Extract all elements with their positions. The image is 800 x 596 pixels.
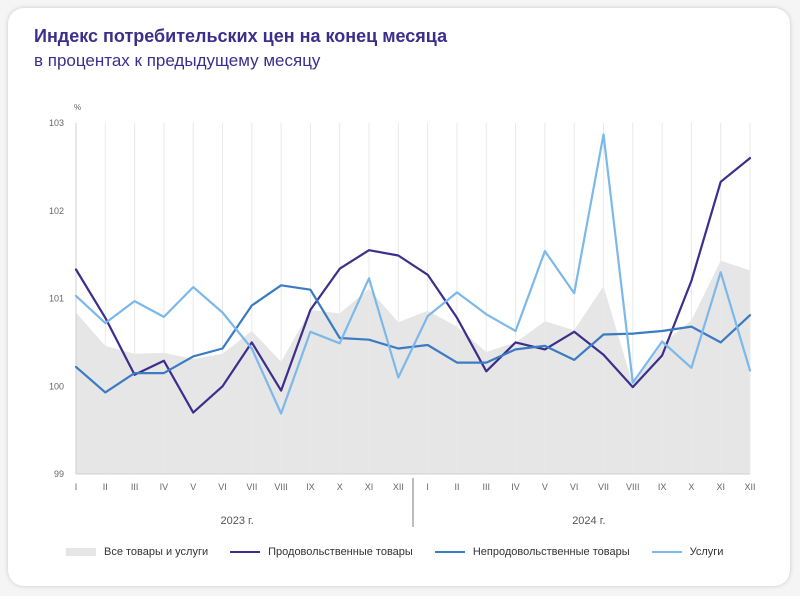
series-line-3	[74, 133, 752, 415]
area-all-goods	[76, 260, 750, 474]
x-tick-label: XII	[744, 482, 755, 492]
x-tick-label: III	[483, 482, 491, 492]
series-line-1	[74, 157, 752, 414]
x-tick-label: V	[542, 482, 548, 492]
legend-item-food: Продовольственные товары	[230, 546, 413, 558]
y-axis-unit: %	[74, 103, 81, 112]
y-tick-label: 101	[49, 294, 64, 304]
x-tick-label: VIII	[274, 482, 288, 492]
legend-swatch-food	[230, 551, 261, 553]
y-tick-label: 102	[49, 206, 64, 216]
x-tick-label: IX	[658, 482, 667, 492]
x-tick-label: IV	[511, 482, 520, 492]
x-tick-label: VII	[246, 482, 257, 492]
x-tick-label: VI	[218, 482, 227, 492]
x-tick-label: II	[103, 482, 108, 492]
legend-swatch-services	[651, 551, 682, 553]
x-tick-label: I	[75, 482, 78, 492]
x-tick-label: VI	[570, 482, 579, 492]
chart-title: Индекс потребительских цен на конец меся…	[34, 26, 448, 46]
legend-label-nonfood: Непродовольственные товары	[472, 546, 630, 558]
year-label: 2024 г.	[572, 515, 605, 527]
year-label: 2023 г.	[221, 515, 254, 527]
x-tick-label: II	[454, 482, 459, 492]
x-tick-label: IX	[306, 482, 315, 492]
x-tick-label: XI	[716, 482, 725, 492]
chart-card	[8, 8, 790, 586]
x-tick-label: III	[131, 482, 139, 492]
legend-item-all: Все товары и услуги	[66, 546, 208, 558]
x-tick-label: VII	[598, 482, 609, 492]
x-tick-label: IV	[160, 482, 169, 492]
y-tick-label: 100	[49, 381, 64, 391]
x-tick-label: V	[190, 482, 196, 492]
x-tick-label: X	[337, 482, 343, 492]
legend-swatch-all	[66, 548, 96, 556]
x-tick-label: X	[688, 482, 694, 492]
y-tick-label: 99	[54, 469, 64, 479]
y-tick-label: 103	[49, 118, 64, 128]
legend-swatch-nonfood	[434, 551, 465, 553]
chart-subtitle: в процентах к предыдущему месяцу	[34, 51, 321, 70]
legend-item-nonfood: Непродовольственные товары	[434, 546, 630, 558]
x-tick-label: I	[426, 482, 429, 492]
x-tick-label: XII	[393, 482, 404, 492]
x-tick-label: XI	[365, 482, 374, 492]
chart-legend: Все товары и услуги Продовольственные то…	[66, 546, 745, 558]
x-tick-label: VIII	[626, 482, 640, 492]
legend-label-services: Услуги	[689, 546, 724, 558]
legend-label-food: Продовольственные товары	[268, 546, 413, 558]
legend-item-services: Услуги	[651, 546, 724, 558]
legend-label-all: Все товары и услуги	[104, 546, 209, 558]
